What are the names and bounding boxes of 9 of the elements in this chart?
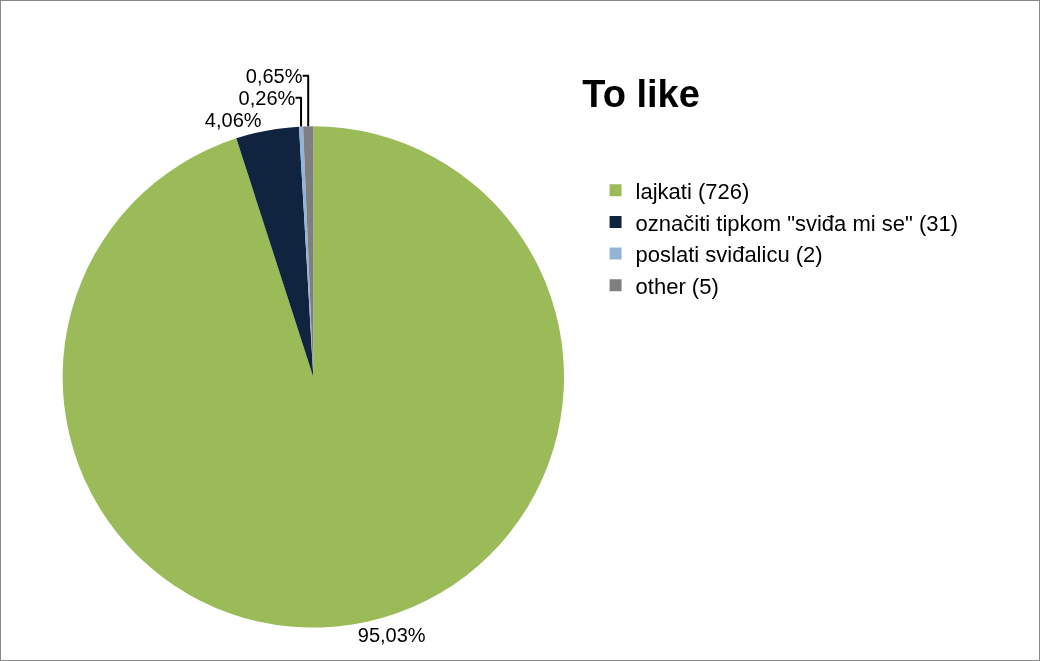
data-label: 95,03% bbox=[357, 624, 426, 647]
legend-label: other (5) bbox=[635, 273, 719, 299]
data-label: 0,26% bbox=[238, 86, 296, 109]
data-label: 4,06% bbox=[204, 108, 262, 131]
legend-label: označiti tipkom "sviđa mi se" (31) bbox=[635, 210, 959, 236]
legend-label: poslati sviđalicu (2) bbox=[635, 242, 823, 268]
chart-title: To like bbox=[582, 72, 700, 115]
legend-label: lajkati (726) bbox=[635, 178, 750, 204]
data-label: 0,65% bbox=[245, 64, 303, 87]
